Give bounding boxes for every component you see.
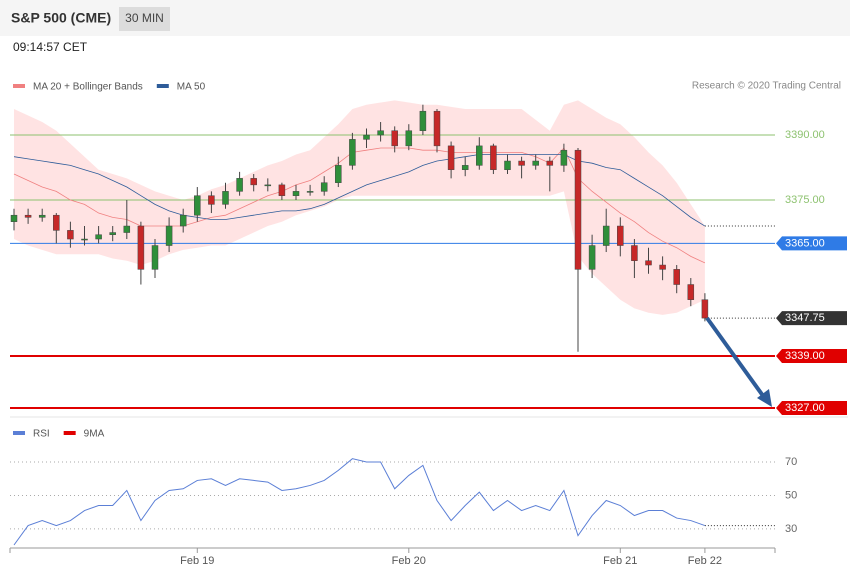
credit: Research © 2020 Trading Central xyxy=(692,81,841,92)
last-price-tag xyxy=(776,311,847,326)
plot: MA 20 + Bollinger Bands MA 50 RSI 9MA 3390.0… xyxy=(9,82,847,567)
candle-body xyxy=(67,230,74,240)
candle-body xyxy=(320,182,328,192)
target-arrow xyxy=(705,316,768,402)
candle-body xyxy=(447,145,455,170)
level-tag xyxy=(776,401,847,416)
candle-body xyxy=(24,214,32,218)
x-tick-label: Feb 21 xyxy=(603,555,637,567)
candle-body xyxy=(405,130,413,147)
candle-body xyxy=(574,149,582,270)
legend-label: RSI xyxy=(33,429,50,440)
candle-body xyxy=(95,234,102,240)
level-label: 3327.00 xyxy=(785,402,825,414)
candle-body xyxy=(194,195,201,216)
candle-body xyxy=(659,264,666,270)
target-arrow-head xyxy=(757,389,772,407)
candle-body xyxy=(476,145,483,166)
candle-body xyxy=(363,134,370,140)
legend-swatch xyxy=(13,84,25,88)
candle-body xyxy=(518,160,525,166)
timeframe-box xyxy=(119,7,170,31)
candle-body xyxy=(419,110,427,131)
candle-body xyxy=(179,214,187,227)
rsi-tick-label: 50 xyxy=(785,489,797,501)
level-label: 3365.00 xyxy=(785,237,825,249)
candle-body xyxy=(504,160,511,170)
candle-body xyxy=(38,214,46,218)
candle-body xyxy=(560,149,568,166)
candle-body xyxy=(306,191,314,193)
legend-label: 9MA xyxy=(84,429,105,440)
candle-body xyxy=(151,245,159,270)
x-tick-label: Feb 22 xyxy=(688,555,722,567)
candle-body xyxy=(602,225,610,246)
candle-body xyxy=(53,214,60,231)
x-tick-label: Feb 20 xyxy=(392,555,426,567)
candle-body xyxy=(645,260,652,266)
rsi-tick-label: 70 xyxy=(785,456,797,468)
candle-body xyxy=(617,225,624,246)
candle-body xyxy=(264,184,272,187)
candle-body xyxy=(673,269,680,285)
candle-body xyxy=(335,165,342,183)
timeframe: 30 MIN xyxy=(125,11,164,25)
candle-body xyxy=(123,225,131,233)
candle-body xyxy=(588,245,596,270)
level-label: 3375.00 xyxy=(785,194,825,206)
candle-body xyxy=(631,245,638,261)
candle-body xyxy=(109,232,116,235)
candle-body xyxy=(292,191,300,196)
last-price-label: 3347.75 xyxy=(785,312,825,324)
candle-body xyxy=(349,139,356,166)
candle-body xyxy=(278,184,286,196)
candle-body xyxy=(137,225,145,270)
rsi-tick-label: 30 xyxy=(785,523,797,535)
level-tag xyxy=(776,349,847,364)
level-label: 3390.00 xyxy=(785,129,825,141)
ma20-line xyxy=(13,147,706,264)
candle-body xyxy=(81,238,88,241)
candle-body xyxy=(433,110,441,147)
chart-title: S&P 500 (CME) xyxy=(11,10,111,26)
x-tick-label: Feb 19 xyxy=(180,555,214,567)
level-label: 3339.00 xyxy=(785,350,825,362)
candle-body xyxy=(461,165,469,170)
candle-body xyxy=(532,160,539,166)
rsi-line xyxy=(13,458,706,546)
ma50-line xyxy=(13,154,706,227)
legend-label: MA 50 xyxy=(177,82,206,93)
candle-body xyxy=(208,195,215,205)
timestamp: 09:14:57 CET xyxy=(13,40,88,54)
candle-body xyxy=(701,299,709,319)
candle-body xyxy=(250,178,257,186)
bollinger-band xyxy=(14,100,705,315)
candle-body xyxy=(377,130,384,136)
candle-body xyxy=(391,130,398,147)
level-tag xyxy=(776,236,847,251)
candle-body xyxy=(236,178,243,192)
candle-body xyxy=(10,214,18,222)
legend-swatch xyxy=(156,84,169,88)
candle-body xyxy=(687,284,695,300)
legend-label: MA 20 + Bollinger Bands xyxy=(33,82,143,93)
candle-body xyxy=(546,160,554,166)
legend-swatch xyxy=(13,431,25,435)
candle-body xyxy=(490,145,497,170)
candle-body xyxy=(165,225,173,246)
candle-body xyxy=(222,191,229,205)
legend-swatch xyxy=(63,431,76,435)
